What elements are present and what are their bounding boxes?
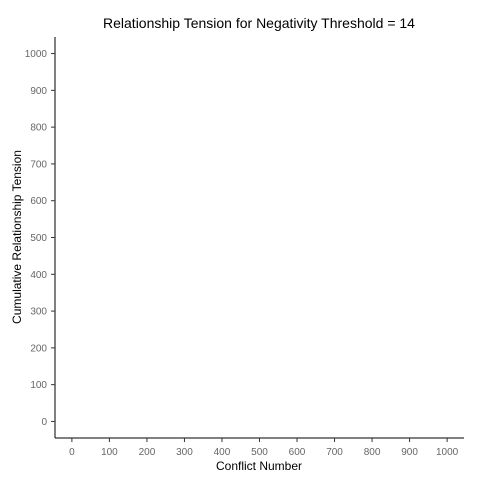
- x-tick-label: 1000: [436, 447, 459, 458]
- x-tick-label: 900: [401, 447, 418, 458]
- chart-title: Relationship Tension for Negativity Thre…: [103, 15, 415, 31]
- x-tick-label: 500: [251, 447, 268, 458]
- y-tick-label: 300: [30, 307, 47, 318]
- x-tick-label: 100: [101, 447, 118, 458]
- x-tick-label: 300: [176, 447, 193, 458]
- x-axis-title: Conflict Number: [216, 459, 302, 473]
- y-tick-label: 100: [30, 380, 47, 391]
- x-axis: 0 100 200 300 400 500 600 700 800 900 1000: [55, 437, 464, 458]
- x-tick-label: 800: [364, 447, 381, 458]
- y-tick-label: 0: [41, 417, 47, 428]
- y-tick-label: 1000: [25, 49, 48, 60]
- y-axis-title: Cumulative Relationship Tension: [10, 150, 24, 324]
- x-tick-label: 0: [69, 447, 75, 458]
- x-tick-label: 400: [214, 447, 231, 458]
- x-tick-label: 600: [289, 447, 306, 458]
- y-axis: 0 100 200 300 400 500 600 700 800 900 1000: [25, 37, 56, 438]
- y-tick-label: 600: [30, 196, 47, 207]
- y-tick-label: 500: [30, 233, 47, 244]
- x-tick-label: 200: [139, 447, 156, 458]
- y-tick-label: 400: [30, 270, 47, 281]
- x-tick-label: 700: [326, 447, 343, 458]
- y-tick-label: 800: [30, 123, 47, 134]
- y-tick-label: 700: [30, 159, 47, 170]
- y-tick-label: 900: [30, 86, 47, 97]
- y-tick-label: 200: [30, 343, 47, 354]
